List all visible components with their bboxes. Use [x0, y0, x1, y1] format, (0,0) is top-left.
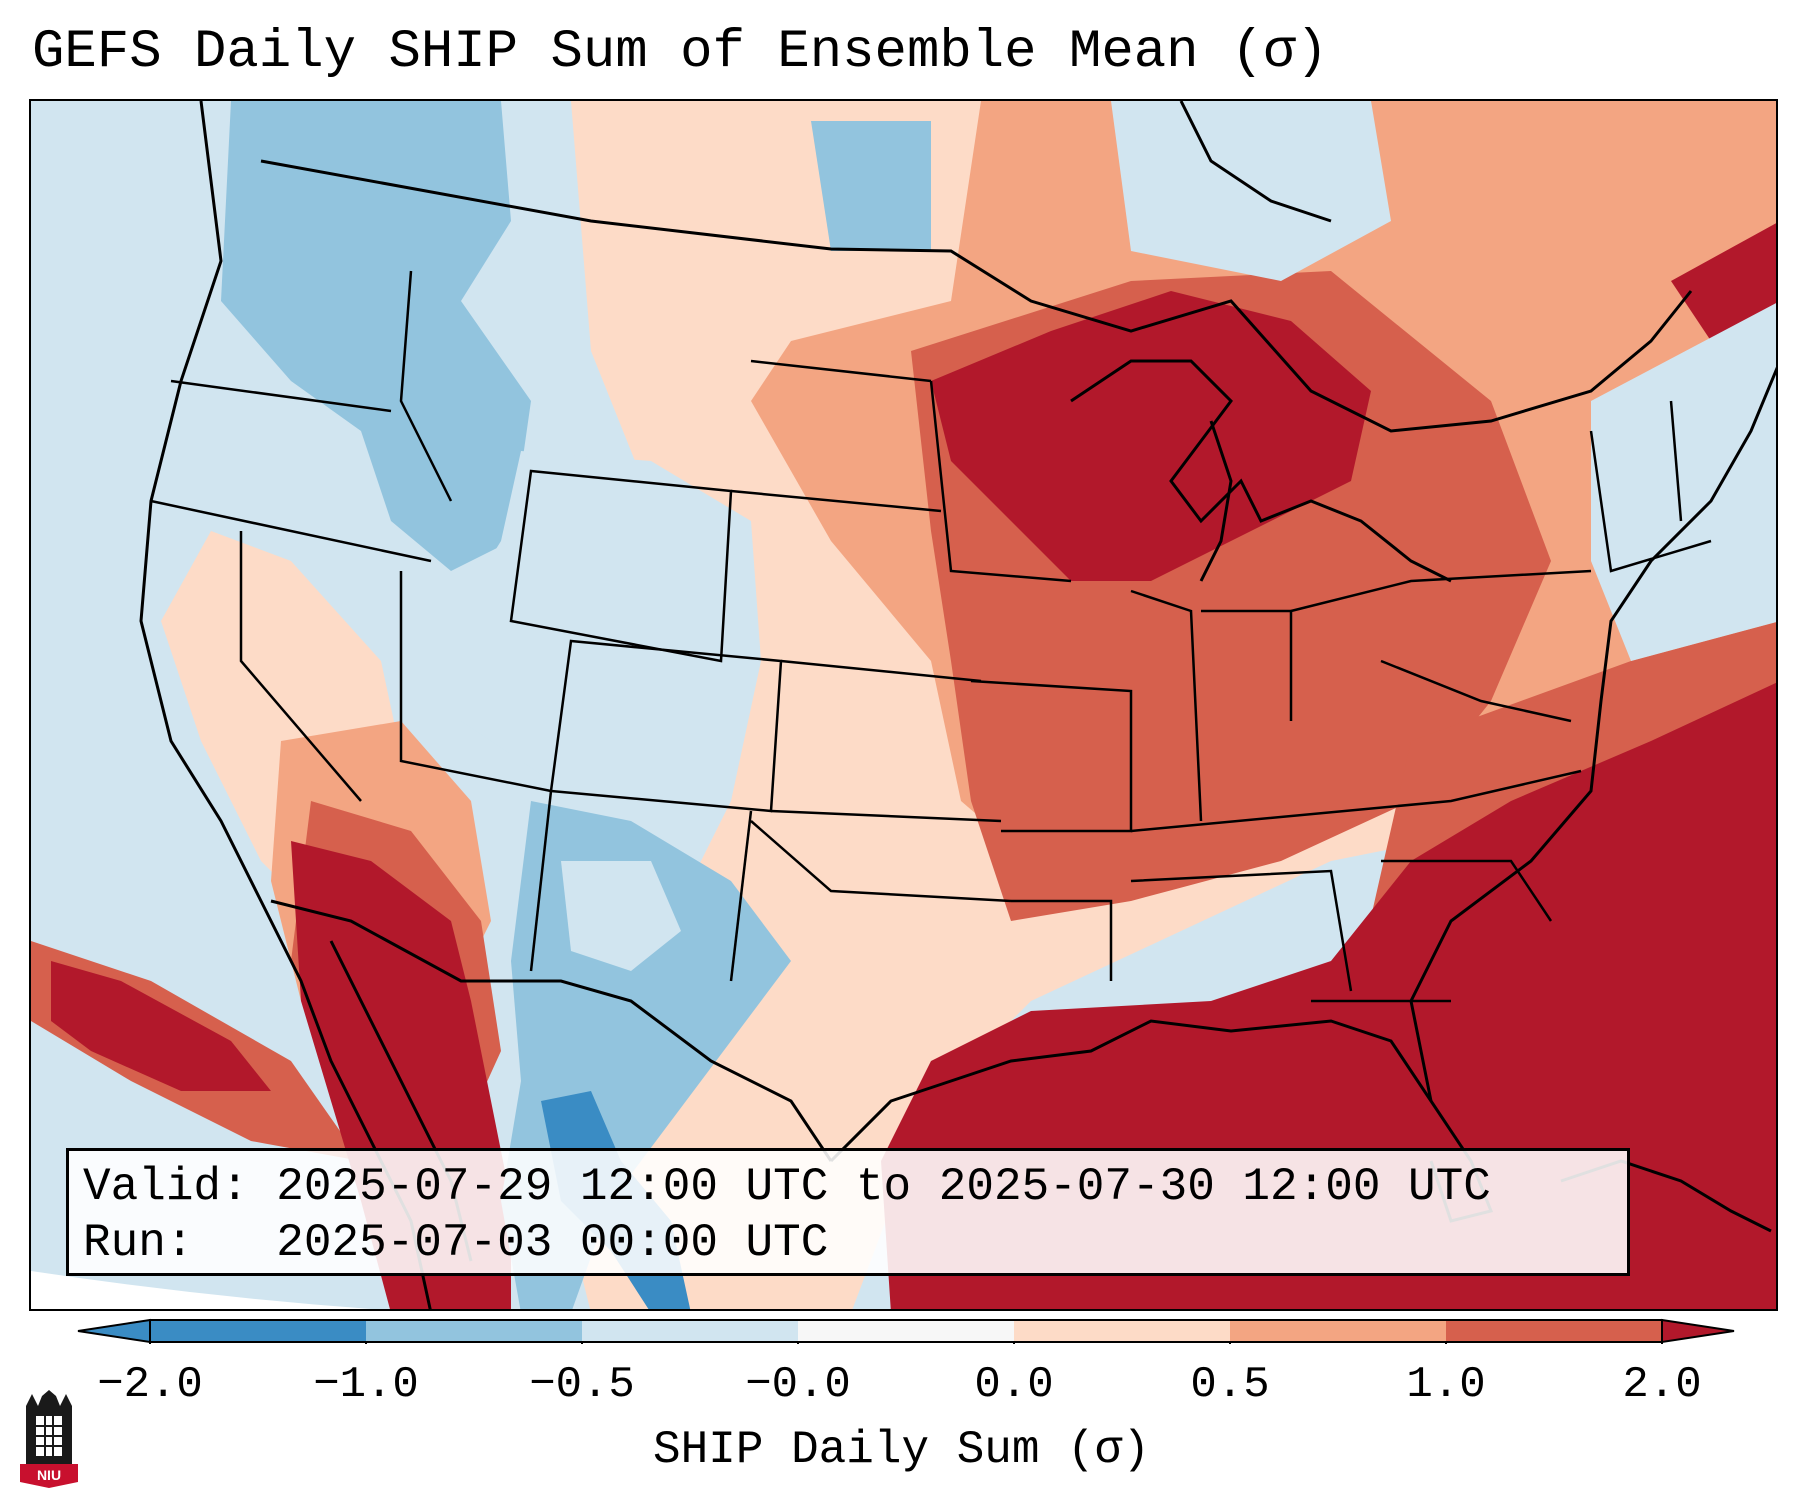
map-svg: [31, 101, 1776, 1309]
colorbar-label: SHIP Daily Sum (σ): [653, 1424, 1150, 1476]
colorbar-segments: [77, 1318, 1735, 1344]
field-cool-canada: [811, 121, 931, 251]
ny-new-england: [1589, 430, 1712, 573]
colorbar-outline: [149, 1319, 1663, 1343]
colorbar-tick-label: −0.5: [529, 1360, 635, 1410]
pacific-coast: [139, 101, 432, 1309]
id-mt: [399, 270, 453, 502]
colorbar: [77, 1318, 1735, 1344]
colorbar-tick-label: 2.0: [1622, 1360, 1702, 1410]
atlantic-coast: [1409, 366, 1776, 1102]
ok-tx: [750, 820, 1012, 903]
run-label: Run:: [83, 1217, 194, 1269]
valid-run-box: Valid: 2025-07-29 12:00 UTC to 2025-07-3…: [66, 1148, 1630, 1276]
mn-ia: [929, 380, 1072, 583]
colorbar-segment: [150, 1320, 366, 1342]
colorbar-segment: [798, 1320, 1014, 1342]
colorbar-extend-low: [77, 1318, 151, 1344]
field-hot-pacific-band: [51, 961, 271, 1091]
us-mexico-border: [270, 899, 833, 1162]
niu-logo: NIU: [20, 1390, 78, 1488]
nv-ca: [239, 531, 362, 802]
oh-pa: [1290, 569, 1592, 613]
field-light-cool-northeast: [1591, 303, 1776, 661]
field-cool-new-mexico: [561, 861, 681, 971]
map-panel: [29, 99, 1778, 1311]
nm-tx: [729, 810, 753, 982]
hudson-bay-coast: [1179, 101, 1332, 223]
ks-ok: [770, 809, 1002, 823]
il-in: [1130, 589, 1203, 822]
state-borders: [150, 270, 1712, 1003]
or-ca-nv: [150, 499, 432, 563]
wy: [509, 469, 733, 663]
chart-title: GEFS Daily SHIP Sum of Ensemble Mean (σ): [32, 22, 1329, 83]
field-cool-northwest: [221, 101, 531, 571]
colorbar-tick-marks: [149, 1342, 1663, 1344]
az-nm: [529, 790, 553, 972]
field-light-cool-interior: [451, 451, 761, 821]
great-lakes: [1070, 359, 1452, 583]
nd-sd: [750, 359, 932, 383]
colorbar-segment: [1230, 1320, 1446, 1342]
colorbar-tick-label: −0.0: [745, 1360, 851, 1410]
colorbar-tick-label: −1.0: [313, 1360, 419, 1410]
va-wv: [1380, 659, 1572, 723]
niu-logo-text: NIU: [37, 1467, 61, 1483]
field-light-cool-ontario: [1111, 101, 1391, 281]
run-value: 2025-07-03 00:00 UTC: [276, 1217, 829, 1269]
colorbar-segment: [582, 1320, 798, 1342]
colorbar-segment: [1446, 1320, 1662, 1342]
sd-ne: [730, 489, 942, 513]
ar-la: [1011, 899, 1113, 981]
colorbar-tick-label: −2.0: [97, 1360, 203, 1410]
field-hot-northeast-spot: [1671, 223, 1776, 341]
mo: [970, 679, 1133, 833]
tn-ms-al: [1130, 869, 1353, 992]
or-wa: [170, 379, 392, 413]
colorbar-segment: [1014, 1320, 1230, 1342]
colorbar-tick-label: 0.5: [1190, 1360, 1270, 1410]
ne-ks: [780, 659, 982, 683]
lake-michigan: [1199, 420, 1233, 582]
us-canada-border: [260, 159, 1693, 433]
colorbar-tick-label: 0.0: [974, 1360, 1054, 1410]
me-nh: [1669, 400, 1683, 522]
colorbar-tick-label: 1.0: [1406, 1360, 1486, 1410]
ky-tn: [1130, 769, 1582, 833]
field-hot-great-lakes: [931, 291, 1371, 581]
ut-az: [399, 571, 552, 793]
colorbar-extend-high: [1661, 1318, 1735, 1344]
nc-sc: [1381, 859, 1553, 922]
colorbar-segment: [366, 1320, 582, 1342]
valid-value: 2025-07-29 12:00 UTC to 2025-07-30 12:00…: [276, 1161, 1491, 1213]
valid-label: Valid:: [83, 1161, 249, 1213]
projection-edge-left: [31, 1271, 372, 1309]
